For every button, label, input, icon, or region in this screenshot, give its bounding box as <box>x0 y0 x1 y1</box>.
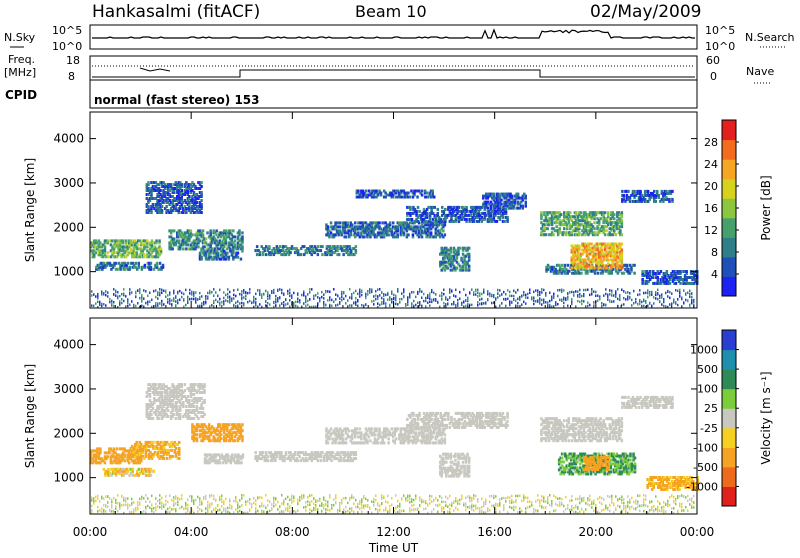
power-colorbar-tick-label: 24 <box>704 158 718 171</box>
velocity-colorbar-swatch <box>722 408 736 428</box>
velocity-colorbar-swatch <box>722 330 736 350</box>
velocity-colorbar-tick-label: -100 <box>693 441 718 454</box>
power-colorbar-swatch <box>722 237 736 257</box>
cpid-text: normal (fast stereo) 153 <box>94 93 260 107</box>
power-region <box>439 247 470 272</box>
velocity-colorbar-swatch <box>722 447 736 467</box>
velocity-ytick-label: 2000 <box>53 426 84 440</box>
velocity-region <box>621 396 674 409</box>
power-colorbar-tick-label: 20 <box>704 180 718 193</box>
power-colorbar-swatch <box>722 140 736 160</box>
noise-tick-right-top: 10^5 <box>705 24 735 37</box>
power-ylabel: Slant Range [km] <box>23 158 37 262</box>
velocity-colorbar-tick-label: -25 <box>700 422 718 435</box>
power-ytick-label: 3000 <box>53 176 84 190</box>
cpid-label: CPID <box>5 88 37 102</box>
power-colorbar-tick-label: 16 <box>704 202 718 215</box>
xtick-label: 16:00 <box>477 525 512 539</box>
power-colorbar-swatch <box>722 276 736 296</box>
velocity-colorbar-tick-label: 25 <box>704 402 718 415</box>
velocity-ylabel: Slant Range [km] <box>23 364 37 468</box>
freq-wiggle <box>140 68 170 71</box>
xtick-label: 04:00 <box>174 525 209 539</box>
noise-sky-line <box>92 30 695 38</box>
nave-label: Nave <box>746 65 774 78</box>
nsearch-label: N.Search <box>745 31 795 44</box>
power-colorbar-swatch <box>722 120 736 140</box>
noise-tick-left-top: 10^5 <box>52 24 82 37</box>
xtick-label: 00:00 <box>680 525 715 539</box>
velocity-ytick-label: 4000 <box>53 338 84 352</box>
power-colorbar-swatch <box>722 159 736 179</box>
freq-tick-left-top: 18 <box>66 54 80 67</box>
velocity-panel-group: 1000 2000 3000 4000 Slant Range [km] 00:00 04:… <box>23 318 773 554</box>
velocity-ytick-label: 3000 <box>53 382 84 396</box>
velocity-colorbar-tick-label: 1000 <box>690 344 718 357</box>
velocity-colorbar-swatch <box>722 467 736 487</box>
velocity-colorbar-swatch <box>722 350 736 370</box>
freq-tick-right-top: 60 <box>706 54 720 67</box>
power-ytick-label: 4000 <box>53 132 84 146</box>
xtick-label: 00:00 <box>73 525 108 539</box>
power-panel-group: 1000 2000 3000 4000 Slant Range [km] 4 8 12 16 20… <box>23 112 773 309</box>
freq-tick-right-bottom: 0 <box>710 70 717 83</box>
xlabel: Time UT <box>368 541 419 554</box>
velocity-colorbar-swatch <box>722 389 736 409</box>
power-region <box>146 181 203 214</box>
power-colorbar-tick-label: 12 <box>704 224 718 237</box>
power-colorbar-swatch <box>722 198 736 218</box>
freq-label-line2: [MHz] <box>4 66 36 79</box>
xtick-label: 08:00 <box>275 525 310 539</box>
velocity-region <box>103 468 156 477</box>
xtick-label: 20:00 <box>579 525 614 539</box>
power-colorbar-tick-label: 28 <box>704 136 718 149</box>
power-colorbar-swatch <box>722 218 736 238</box>
power-colorbar-tick-label: 4 <box>711 268 718 281</box>
power-colorbar-swatch <box>722 179 736 199</box>
power-colorbar-label: Power [dB] <box>759 175 773 240</box>
freq-line <box>92 70 695 77</box>
velocity-colorbar-tick-label: 100 <box>697 383 718 396</box>
power-colorbar-swatch <box>722 257 736 277</box>
velocity-colorbar-tick-label: -1000 <box>686 480 718 493</box>
velocity-colorbar-tick-label: 500 <box>697 363 718 376</box>
velocity-colorbar-swatch <box>722 369 736 389</box>
power-ytick-label: 2000 <box>53 220 84 234</box>
noise-tick-right-bottom: 10^0 <box>705 40 735 53</box>
power-region <box>571 243 624 270</box>
velocity-colorbar-tick-label: -500 <box>693 461 718 474</box>
freq-panel <box>90 56 697 80</box>
station-title: Hankasalmi (fitACF) <box>92 2 260 22</box>
power-ytick-label: 1000 <box>53 265 84 279</box>
date-title: 02/May/2009 <box>590 2 702 22</box>
velocity-colorbar: 1000 500 100 25 -25 -100 -500 -1000 Velocity [m … <box>686 330 773 507</box>
nsky-label: N.Sky <box>4 31 36 44</box>
velocity-ytick-label: 1000 <box>53 471 84 485</box>
freq-tick-left-bottom: 8 <box>68 70 75 83</box>
freq-label-line1: Freq. <box>8 53 35 66</box>
power-colorbar: 4 8 12 16 20 24 28 Power [dB] <box>704 120 773 297</box>
power-colorbar-tick-label: 8 <box>711 246 718 259</box>
velocity-colorbar-label: Velocity [m s⁻¹] <box>759 371 773 464</box>
velocity-colorbar-swatch <box>722 428 736 448</box>
noise-tick-left-bottom: 10^0 <box>52 40 82 53</box>
beam-title: Beam 10 <box>355 2 427 21</box>
velocity-colorbar-swatch <box>722 486 736 506</box>
xtick-label: 12:00 <box>376 525 411 539</box>
